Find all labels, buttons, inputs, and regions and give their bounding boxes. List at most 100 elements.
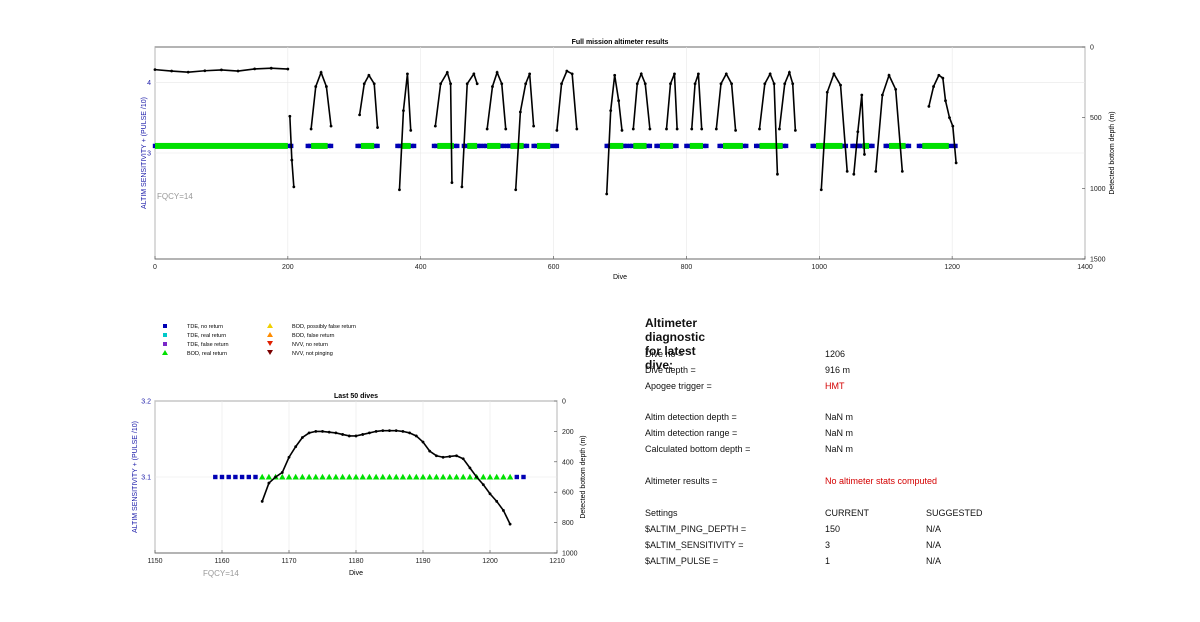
depth-point bbox=[617, 99, 621, 103]
bod-real-return-band bbox=[360, 142, 375, 149]
bod-real-return-marker bbox=[466, 473, 474, 480]
top-y-axis-label: ALTIM SENSITIVITY + (PULSE /10) bbox=[141, 97, 148, 209]
bod-real-return-marker bbox=[326, 473, 333, 480]
bod-real-return-band bbox=[659, 142, 674, 149]
top-ticks: 0 200 400 600 800 1000 1200 1400 3 4 0 500 1000 1500 bbox=[147, 45, 1106, 272]
bod-real-return-band bbox=[437, 142, 454, 149]
legend-nvv-not-pinging-marker bbox=[267, 350, 273, 355]
depth-point bbox=[832, 72, 836, 76]
depth-point bbox=[414, 434, 418, 438]
depth-point bbox=[402, 109, 405, 112]
bod-real-return-marker bbox=[413, 473, 420, 480]
x-tick-label: 1180 bbox=[348, 558, 363, 565]
x-tick-label: 0 bbox=[153, 264, 157, 271]
depth-point bbox=[734, 128, 737, 132]
tde-no-return-marker bbox=[521, 474, 526, 480]
depth-point bbox=[301, 436, 304, 439]
depth-point bbox=[673, 72, 676, 76]
depth-point bbox=[825, 90, 829, 94]
depth-point bbox=[292, 185, 296, 189]
depth-point bbox=[290, 158, 294, 162]
depth-point bbox=[758, 127, 761, 131]
bod-real-return-marker bbox=[305, 473, 313, 480]
depth-line bbox=[461, 72, 478, 187]
bod-real-return-marker bbox=[359, 473, 366, 480]
bod-real-return-marker bbox=[486, 473, 494, 480]
depth-point bbox=[329, 124, 333, 128]
depth-point bbox=[941, 76, 945, 80]
bod-real-return-band bbox=[510, 142, 524, 149]
depth-point bbox=[951, 124, 955, 128]
tde-no-return-marker bbox=[246, 474, 251, 480]
bod-real-return-band bbox=[689, 142, 704, 149]
depth-point bbox=[948, 116, 951, 120]
bod-real-return-marker bbox=[439, 473, 447, 480]
depth-point bbox=[260, 499, 264, 503]
depth-point bbox=[439, 82, 443, 86]
tde-no-return-marker bbox=[226, 474, 231, 480]
bottom-ticks: 1150 1160 1170 1180 1190 1200 1210 3.1 3.2 0 200 40… bbox=[141, 399, 577, 566]
bod-real-return-marker bbox=[312, 473, 319, 480]
x-tick-label: 800 bbox=[681, 264, 693, 271]
y2-tick-label: 1500 bbox=[1090, 257, 1106, 264]
depth-point bbox=[937, 73, 941, 77]
depth-point bbox=[696, 72, 700, 76]
bod-real-return-marker bbox=[453, 473, 460, 480]
depth-point bbox=[839, 83, 842, 87]
depth-point bbox=[153, 68, 157, 72]
y2-tick-label: 0 bbox=[1090, 45, 1094, 52]
bottom-y-axis-label: ALTIM SENSITIVITY + (PULSE /10) bbox=[132, 421, 139, 533]
depth-point bbox=[361, 433, 365, 436]
depth-point bbox=[605, 192, 609, 196]
x-tick-label: 1210 bbox=[549, 558, 565, 565]
x-tick-label: 1170 bbox=[281, 558, 296, 565]
tde-no-return-marker bbox=[355, 143, 360, 149]
bod-real-return-marker bbox=[319, 473, 326, 480]
depth-point bbox=[635, 82, 639, 86]
altimeter-results-label: Altimeter results = bbox=[645, 476, 718, 486]
bottom-marks bbox=[213, 429, 526, 526]
depth-point bbox=[388, 429, 391, 433]
depth-point bbox=[639, 72, 643, 76]
depth-point bbox=[693, 82, 697, 86]
depth-point bbox=[324, 85, 328, 88]
top-y2-axis-label: Detected bottom depth (m) bbox=[1109, 111, 1116, 194]
bod-real-return-marker bbox=[426, 473, 433, 480]
y-tick-label: 3 bbox=[147, 151, 151, 158]
legend-tde-no-return: TDE, no return bbox=[187, 324, 223, 330]
depth-point bbox=[421, 440, 425, 444]
legend-bod-possibly-false: BOD, possibly false return bbox=[292, 324, 356, 330]
depth-point bbox=[450, 181, 454, 185]
depth-point bbox=[791, 82, 795, 86]
legend-tde-false-return-marker bbox=[163, 342, 167, 346]
x-tick-label: 200 bbox=[282, 264, 294, 271]
depth-point bbox=[321, 430, 324, 433]
depth-point bbox=[170, 69, 174, 73]
depth-point bbox=[714, 127, 718, 131]
depth-point bbox=[381, 429, 385, 433]
dive-no-value: 1206 bbox=[825, 349, 846, 359]
bod-real-return-marker bbox=[259, 473, 266, 480]
depth-point bbox=[845, 169, 849, 173]
current-header: CURRENT bbox=[825, 508, 869, 518]
depth-point bbox=[475, 475, 478, 479]
depth-point bbox=[347, 434, 351, 438]
top-frequency-annotation: FQCY=14 bbox=[157, 192, 193, 201]
bod-real-return-marker bbox=[265, 473, 273, 480]
depth-point bbox=[643, 82, 647, 86]
bod-real-return-band bbox=[722, 142, 743, 149]
tde-no-return-marker bbox=[514, 474, 519, 480]
detection-range-label: Altim detection range = bbox=[645, 428, 738, 438]
top-marks bbox=[152, 66, 958, 196]
depth-point bbox=[772, 82, 776, 86]
depth-point bbox=[354, 434, 358, 438]
depth-point bbox=[528, 72, 532, 76]
last-50-dives-chart: 1150 1160 1170 1180 1190 1200 1210 3.1 3.2 0 200 40… bbox=[132, 393, 587, 578]
depth-point bbox=[334, 431, 338, 435]
depth-point bbox=[504, 127, 508, 131]
depth-point bbox=[372, 82, 376, 86]
depth-point bbox=[874, 169, 878, 173]
bod-real-return-marker bbox=[366, 473, 373, 480]
setting-name: $ALTIM_PING_DEPTH = bbox=[645, 524, 747, 534]
bod-real-return-marker bbox=[339, 473, 346, 480]
